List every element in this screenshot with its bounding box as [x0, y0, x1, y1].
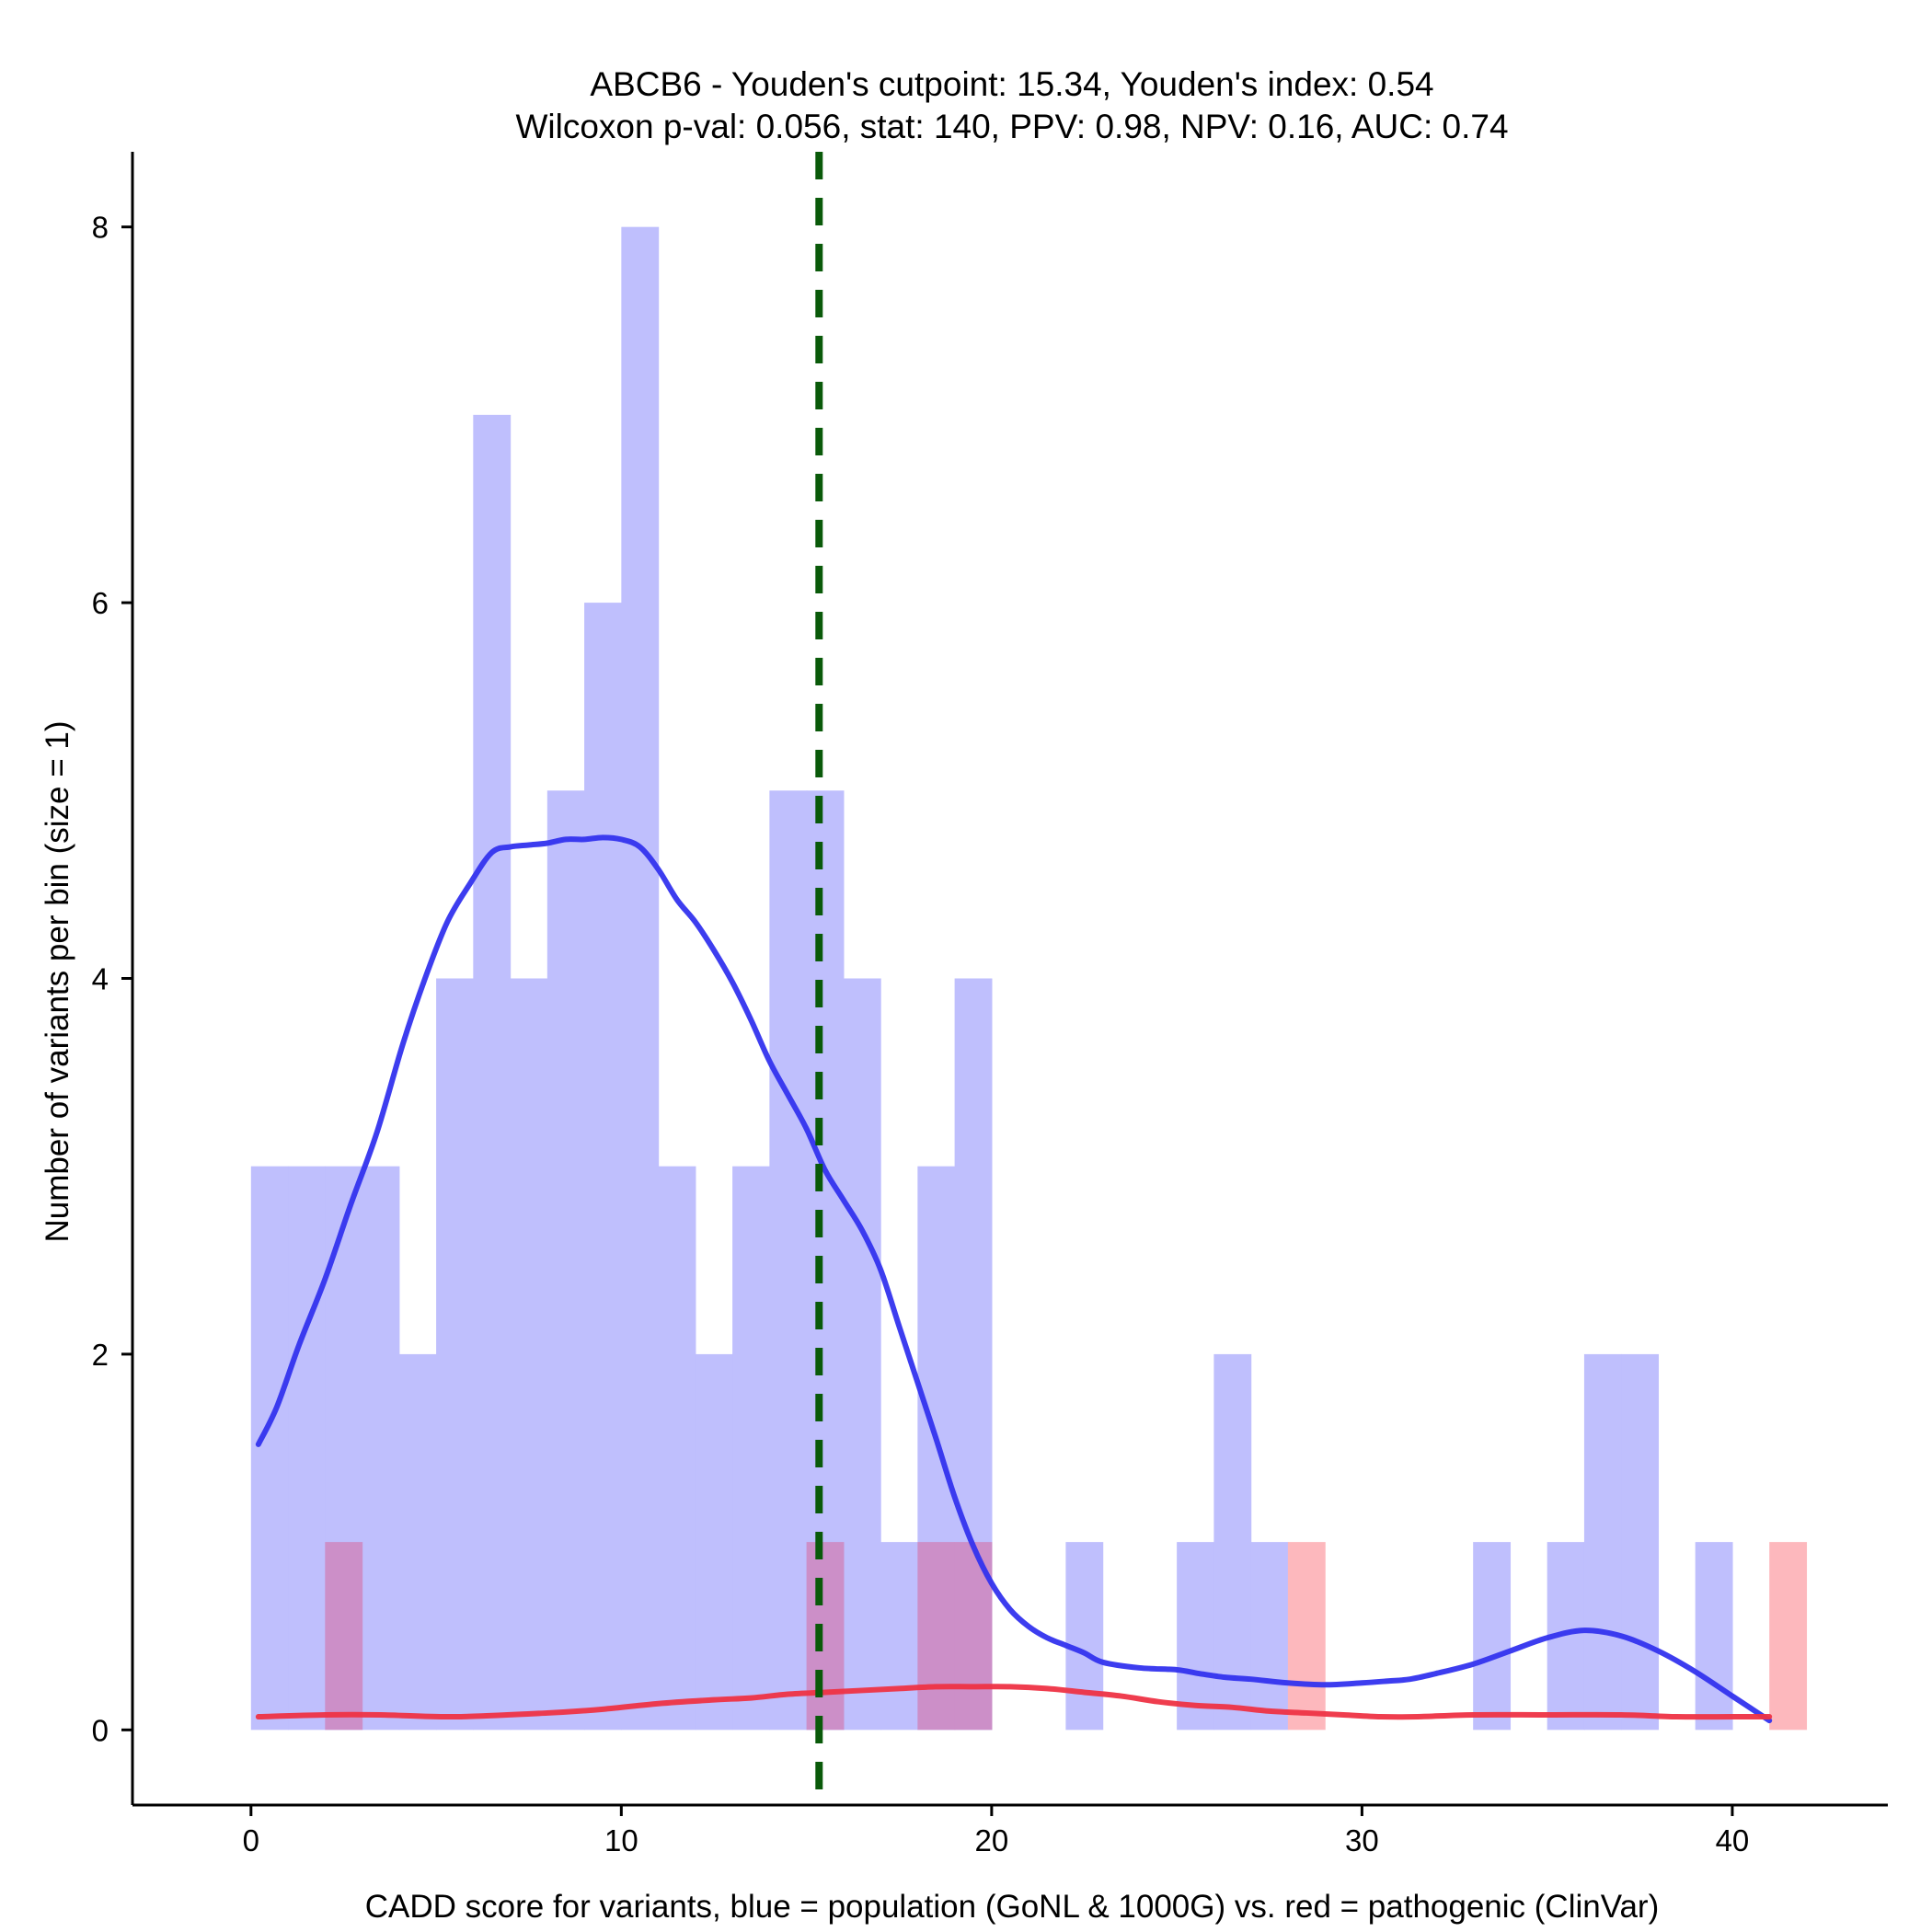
population-bar	[732, 1166, 770, 1731]
y-tick-label: 8	[92, 211, 109, 245]
y-tick-label: 0	[92, 1713, 109, 1747]
pathogenic-bar	[917, 1542, 956, 1731]
pathogenic-bar	[806, 1542, 845, 1731]
pathogenic-bar	[1287, 1542, 1326, 1731]
population-bar	[1583, 1353, 1622, 1731]
population-bar	[1621, 1353, 1660, 1731]
population-density-line	[255, 834, 1773, 1724]
population-bar	[436, 978, 474, 1731]
population-bar	[1473, 1542, 1512, 1731]
population-bar	[1177, 1542, 1214, 1731]
population-bar	[1695, 1542, 1733, 1731]
population-bar	[510, 978, 548, 1731]
x-tick-label: 20	[975, 1823, 1009, 1857]
x-tick-label: 30	[1345, 1823, 1379, 1857]
population-bar	[769, 790, 808, 1731]
population-bars	[250, 226, 1733, 1731]
y-axis-title: Number of variants per bin (size = 1)	[40, 720, 75, 1242]
pathogenic-bar	[1769, 1542, 1808, 1731]
density-curves	[255, 834, 1773, 1724]
population-bar	[546, 790, 585, 1731]
population-bar	[880, 1542, 918, 1731]
y-tick-label: 6	[92, 586, 109, 620]
population-bar	[288, 1166, 326, 1731]
x-tick-label: 0	[243, 1823, 259, 1857]
population-bar	[1213, 1353, 1252, 1731]
pathogenic-bars	[325, 1542, 1808, 1731]
population-bar	[1065, 1542, 1104, 1731]
y-tick-label: 2	[92, 1338, 109, 1372]
population-bar	[843, 978, 881, 1731]
population-bar	[658, 1166, 696, 1731]
population-bar	[362, 1166, 400, 1731]
population-bar	[473, 414, 512, 1731]
y-tick-label: 4	[92, 962, 109, 996]
chart-title: ABCB6 - Youden's cutpoint: 15.34, Youden…	[590, 65, 1433, 103]
pathogenic-density-line	[255, 1684, 1773, 1720]
x-tick-label: 10	[604, 1823, 638, 1857]
x-axis-title: CADD score for variants, blue = populati…	[365, 1889, 1660, 1925]
pathogenic-bar	[325, 1542, 363, 1731]
chart-subtitle: Wilcoxon p-val: 0.056, stat: 140, PPV: 0…	[515, 108, 1508, 145]
population-bar	[398, 1353, 437, 1731]
population-bar	[695, 1353, 733, 1731]
population-bar	[250, 1166, 289, 1731]
x-tick-label: 40	[1716, 1823, 1750, 1857]
axes: 0 10 20 30 40 0 2 4 6 8	[92, 152, 1888, 1857]
population-bar	[1250, 1542, 1289, 1731]
population-bar	[621, 226, 660, 1731]
population-bar	[584, 603, 622, 1731]
